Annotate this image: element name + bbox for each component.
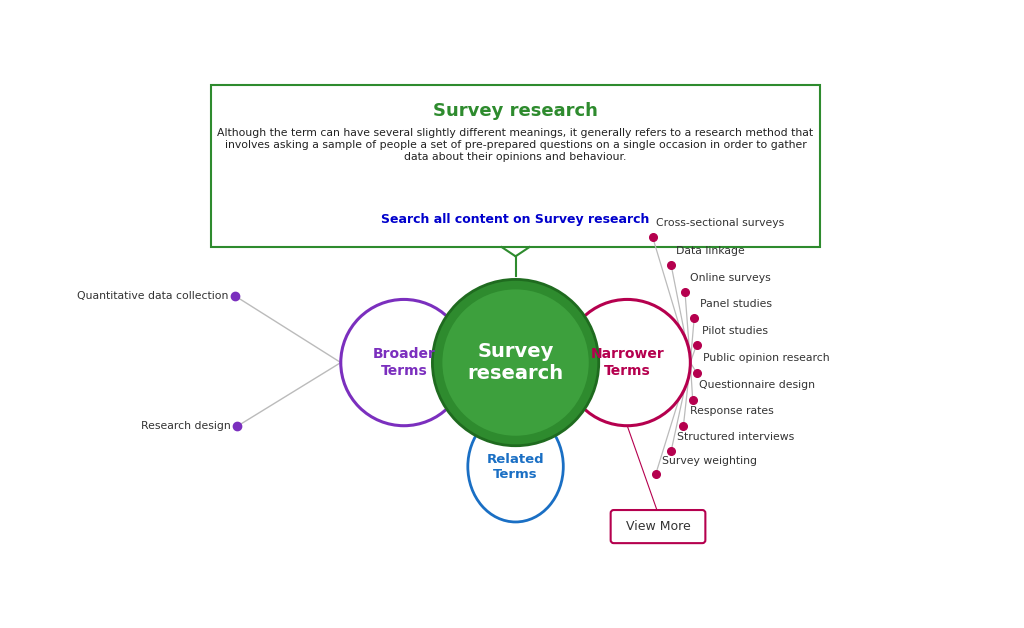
Circle shape [341,300,467,426]
Text: Online surveys: Online surveys [689,273,770,283]
Text: Related
Terms: Related Terms [486,453,545,480]
Text: Quantitative data collection: Quantitative data collection [77,291,228,301]
FancyBboxPatch shape [610,510,706,543]
Text: Data linkage: Data linkage [676,246,744,256]
Text: Response rates: Response rates [689,406,773,416]
Text: Search all content on Survey research: Search all content on Survey research [381,212,650,225]
Text: Narrower
Terms: Narrower Terms [590,347,665,377]
Text: Survey research: Survey research [433,102,598,121]
Text: Research design: Research design [141,421,230,431]
Text: Structured interviews: Structured interviews [677,432,795,442]
Text: Cross-sectional surveys: Cross-sectional surveys [655,218,784,228]
Text: Public opinion research: Public opinion research [702,354,829,364]
Ellipse shape [468,411,563,522]
Circle shape [432,279,599,446]
Text: Survey
research: Survey research [468,342,563,383]
Text: Panel studies: Panel studies [700,300,772,310]
FancyBboxPatch shape [211,85,819,247]
Text: View More: View More [626,520,690,533]
Text: Although the term can have several slightly different meanings, it generally ref: Although the term can have several sligh… [217,129,814,161]
Circle shape [564,300,690,426]
Text: Survey weighting: Survey weighting [662,456,757,466]
Circle shape [442,290,589,436]
Text: Broader
Terms: Broader Terms [373,347,435,377]
Text: Questionnaire design: Questionnaire design [698,381,815,390]
Text: Pilot studies: Pilot studies [701,327,768,337]
